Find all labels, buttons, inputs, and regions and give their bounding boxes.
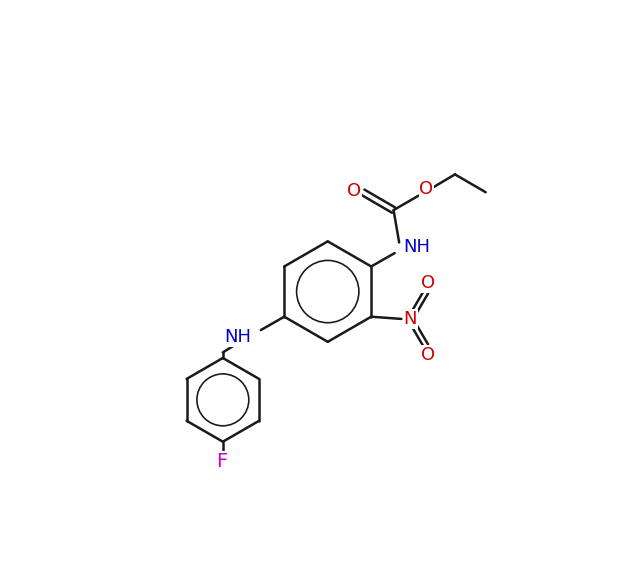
Text: NH: NH xyxy=(224,328,251,347)
Text: N: N xyxy=(404,310,417,328)
Text: NH: NH xyxy=(404,238,430,256)
Text: O: O xyxy=(420,274,435,292)
Text: O: O xyxy=(420,345,435,364)
Text: O: O xyxy=(419,180,434,198)
Text: O: O xyxy=(347,182,361,200)
Text: F: F xyxy=(216,452,228,471)
